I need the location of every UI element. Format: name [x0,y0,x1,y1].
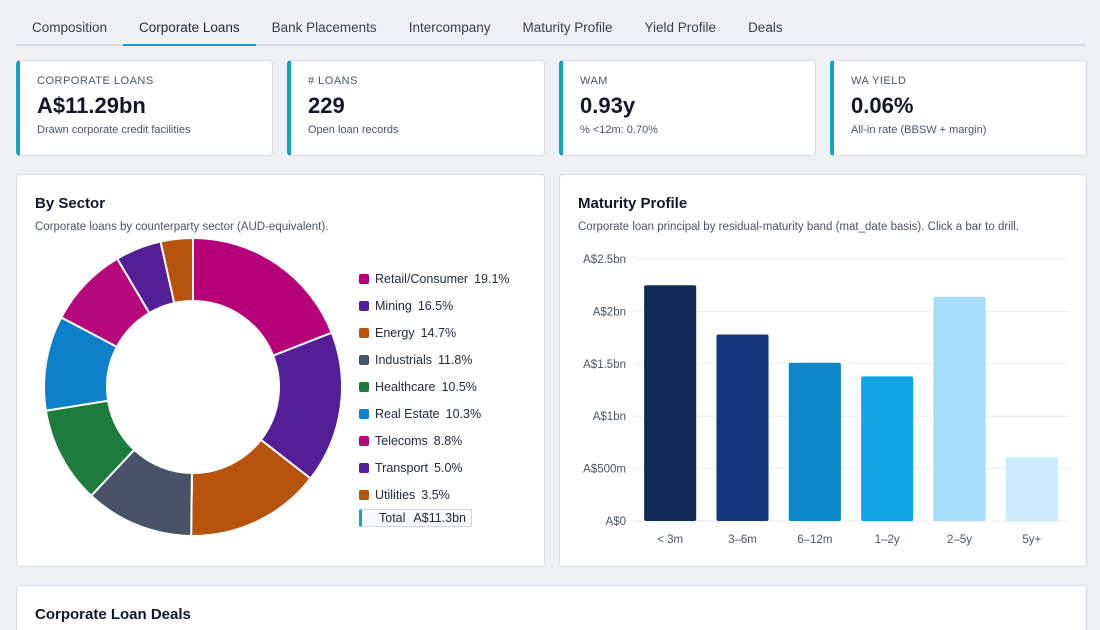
bar-3-6m[interactable] [716,334,769,521]
legend-percent: 16.5% [417,298,454,313]
legend-swatch [359,408,369,419]
legend-percent: 10.3% [445,406,482,421]
kpi-card-wa-yield: WA YIELD 0.06% All-in rate (BBSW + margi… [830,60,1087,156]
x-tick-label: 3–6m [728,534,757,546]
kpi-label: WAM [580,75,608,87]
panel-title: Corporate Loan Deals [35,606,191,623]
donut-slice-utilities[interactable] [159,237,194,305]
tab-intercompany[interactable]: Intercompany [408,20,491,35]
y-tick-label: A$1.5bn [583,359,626,371]
tab-bank-placements[interactable]: Bank Placements [271,20,377,35]
kpi-subtitle: Drawn corporate credit facilities [37,124,191,136]
legend-total-label: Total [379,511,406,525]
maturity-panel: Maturity Profile Corporate loan principa… [559,174,1087,567]
kpi-subtitle: All-in rate (BBSW + margin) [851,124,987,136]
kpi-card-loan-count: # LOANS 229 Open loan records [287,60,545,156]
bar-2-5y[interactable] [933,296,986,521]
bar-1-2y[interactable] [861,376,914,521]
legend-item-real-estate[interactable]: Real Estate 10.3% [359,400,510,427]
tab-maturity-profile[interactable]: Maturity Profile [522,20,613,35]
sector-legend: Retail/Consumer 19.1% Mining 16.5% Energy 14.… [359,265,510,527]
legend-percent: 11.8% [437,352,473,367]
legend-percent: 5.0% [434,460,463,475]
legend-label: Utilities [375,487,416,502]
deals-panel: Corporate Loan Deals [16,585,1087,630]
maturity-bar-chart: A$0 A$500m A$1bn A$1.5bn A$2bn A$2.5bn < 3m 3–6… [583,254,1068,546]
tab-bar: Composition Corporate Loans Bank Placeme… [16,12,1086,46]
y-tick-label: A$2bn [593,306,626,318]
legend-item-telecoms[interactable]: Telecoms 8.8% [359,427,510,454]
sector-panel: By Sector Corporate loans by counterpart… [16,174,545,567]
kpi-subtitle: % <12m: 0.70% [580,124,658,136]
panel-subtitle: Corporate loan principal by residual-mat… [578,221,1020,233]
y-tick-label: A$0 [606,516,626,528]
kpi-card-corporate-loans: CORPORATE LOANS A$11.29bn Drawn corporat… [16,60,273,156]
legend-label: Energy [375,325,415,340]
legend-swatch [359,273,369,284]
legend-swatch [359,300,369,311]
kpi-label: # LOANS [308,75,358,87]
legend-percent: 14.7% [420,325,457,340]
kpi-value: 229 [308,93,345,118]
legend-label: Retail/Consumer [375,271,469,286]
bar-5y[interactable] [1005,457,1058,521]
bar-3m[interactable] [644,285,697,521]
panel-title: Maturity Profile [578,195,688,212]
legend-percent: 19.1% [474,271,510,286]
panel-subtitle: Corporate loans by counterparty sector (… [35,221,329,233]
y-tick-label: A$1bn [593,411,626,423]
donut-slice-retail-consumer[interactable] [192,237,334,357]
legend-swatch [359,381,369,392]
legend-swatch [359,327,369,338]
legend-item-retail-consumer[interactable]: Retail/Consumer 19.1% [359,265,510,292]
legend-item-energy[interactable]: Energy 14.7% [359,319,510,346]
legend-total: Total A$11.3bn [359,509,473,527]
panel-title: By Sector [35,195,106,212]
tab-deals[interactable]: Deals [748,20,783,35]
legend-label: Mining [375,298,412,313]
bar-6-12m[interactable] [788,362,841,521]
y-tick-label: A$500m [583,464,626,476]
kpi-value: A$11.29bn [37,93,146,118]
tab-composition[interactable]: Composition [32,20,108,35]
legend-swatch [359,462,369,473]
kpi-label: CORPORATE LOANS [37,75,154,87]
kpi-value: 0.06% [851,93,914,118]
legend-item-industrials[interactable]: Industrials 11.8% [359,346,510,373]
legend-label: Transport [375,460,429,475]
legend-percent: 10.5% [441,379,477,394]
legend-swatch [359,489,369,500]
kpi-value: 0.93y [580,93,636,118]
legend-item-transport[interactable]: Transport 5.0% [359,454,510,481]
legend-label: Real Estate [375,406,440,421]
legend-swatch [359,354,369,365]
x-tick-label: < 3m [657,534,683,546]
tab-corporate-loans[interactable]: Corporate Loans [123,12,256,46]
kpi-card-wam: WAM 0.93y % <12m: 0.70% [559,60,816,156]
legend-total-value: A$11.3bn [413,511,467,525]
x-tick-label: 6–12m [797,534,832,546]
legend-label: Industrials [375,352,432,367]
tab-yield-profile[interactable]: Yield Profile [644,20,717,35]
kpi-label: WA YIELD [851,75,907,87]
x-tick-label: 5y+ [1022,534,1041,546]
legend-percent: 3.5% [421,487,450,502]
x-tick-label: 1–2y [875,534,900,546]
x-tick-label: 2–5y [947,534,972,546]
sector-donut-chart [43,237,343,538]
legend-swatch [359,435,369,446]
legend-label: Healthcare [375,379,436,394]
legend-item-mining[interactable]: Mining 16.5% [359,292,510,319]
y-tick-label: A$2.5bn [583,254,626,266]
legend-item-utilities[interactable]: Utilities 3.5% [359,481,510,508]
legend-percent: 8.8% [433,433,463,448]
kpi-subtitle: Open loan records [308,124,399,136]
legend-label: Telecoms [375,433,428,448]
legend-item-healthcare[interactable]: Healthcare 10.5% [359,373,510,400]
